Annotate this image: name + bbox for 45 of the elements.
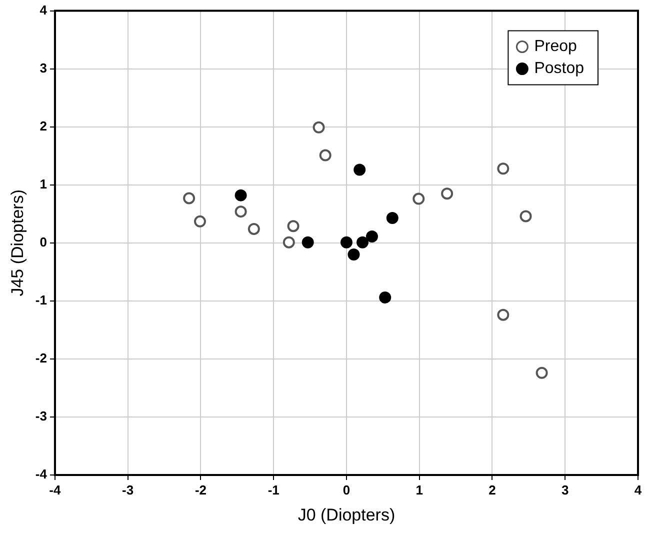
x-tick-label: 3 <box>562 482 569 498</box>
point <box>302 236 314 248</box>
point <box>354 164 366 176</box>
y-tick-label: 4 <box>40 2 48 18</box>
y-tick-label: 1 <box>40 176 47 192</box>
x-tick-label: 0 <box>342 482 350 498</box>
y-tick-label: 2 <box>40 118 47 134</box>
point <box>356 236 369 248</box>
point <box>340 236 352 248</box>
y-tick-label: 0 <box>40 234 47 250</box>
x-axis-title: J0 (Diopters) <box>298 505 396 524</box>
x-tick-label: -2 <box>194 482 206 498</box>
y-tick-label: -2 <box>35 350 47 366</box>
y-tick-label: -1 <box>35 292 47 308</box>
point <box>319 149 332 162</box>
x-tick-label: -1 <box>268 482 280 498</box>
point <box>412 192 425 205</box>
point <box>379 291 392 304</box>
point <box>441 188 454 200</box>
x-tick-label: -3 <box>122 482 134 498</box>
point <box>497 308 510 321</box>
point <box>287 220 300 232</box>
y-tick-label: -3 <box>35 408 47 424</box>
legend-label: Preop <box>534 38 577 56</box>
x-tick-label: 1 <box>416 482 423 498</box>
x-tick-label: 2 <box>488 482 496 498</box>
point <box>194 215 206 228</box>
point <box>312 121 325 134</box>
x-tick-label: -4 <box>49 482 62 498</box>
point <box>248 222 260 235</box>
y-tick-label: 3 <box>40 60 47 76</box>
point <box>234 206 247 218</box>
point <box>183 192 196 204</box>
point <box>282 236 295 248</box>
x-tick-label: 4 <box>634 482 642 498</box>
point <box>536 366 548 379</box>
point <box>348 248 360 261</box>
y-tick-label: -4 <box>35 466 48 482</box>
point <box>366 230 378 243</box>
point <box>234 189 247 202</box>
legend-label: Postop <box>534 60 584 78</box>
point <box>386 212 398 224</box>
point <box>497 162 510 175</box>
point <box>520 210 532 222</box>
y-axis-title: J45 (Diopters) <box>8 190 27 296</box>
